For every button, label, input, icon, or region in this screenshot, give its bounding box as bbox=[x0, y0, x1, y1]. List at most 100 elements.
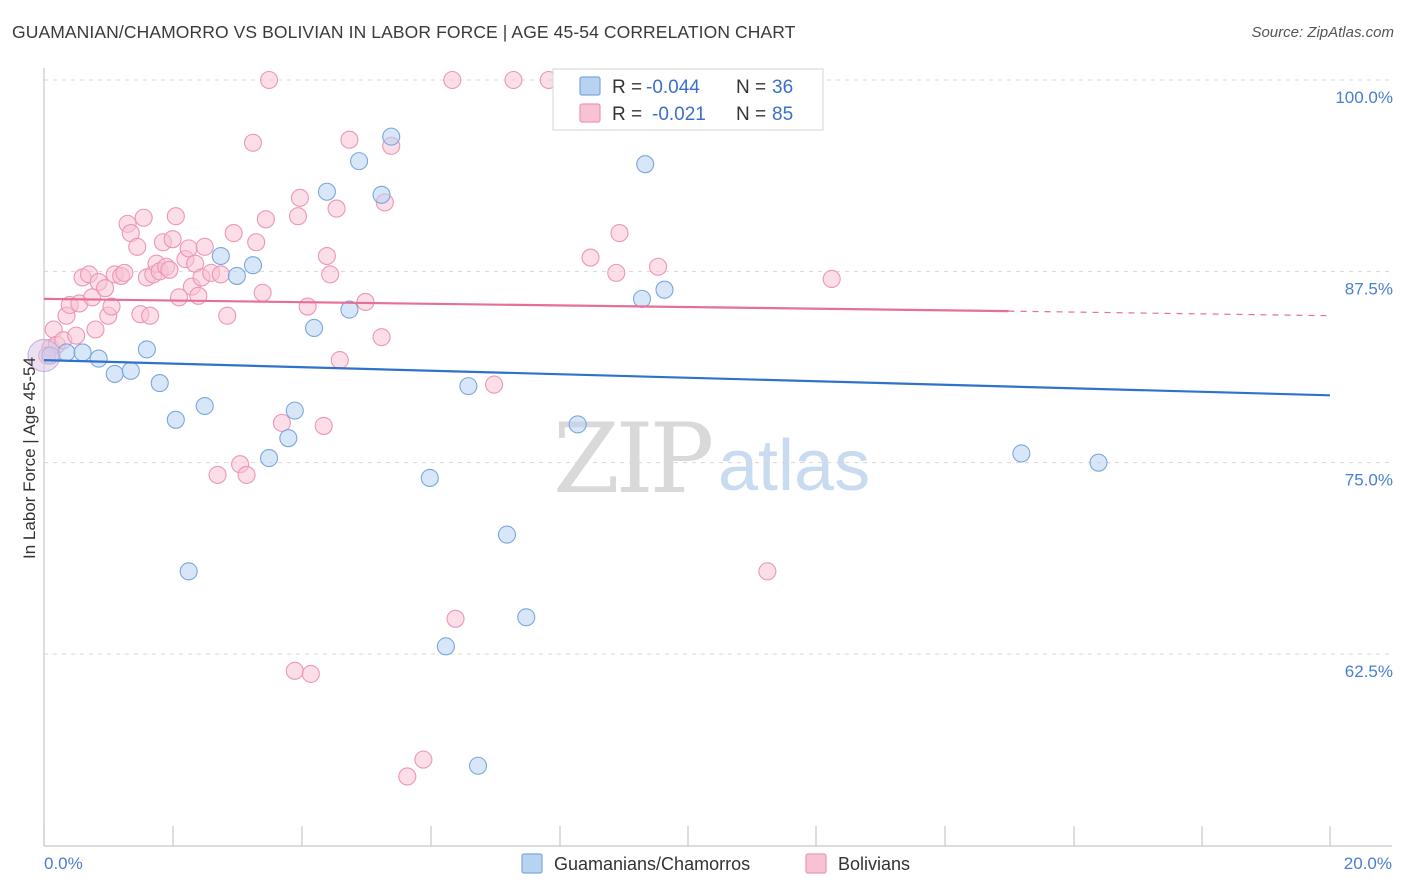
guamanians-point-13 bbox=[243, 256, 263, 275]
bolivians-point-21 bbox=[128, 237, 147, 256]
y-axis-label: In Labor Force | Age 45-54 bbox=[20, 357, 39, 559]
guamanians-points bbox=[27, 70, 1108, 775]
guamanians-point-26 bbox=[468, 756, 488, 775]
guamanians-point-34 bbox=[1012, 444, 1031, 463]
series-legend-swatch-pink bbox=[805, 853, 827, 874]
x-ticks bbox=[43, 826, 1331, 846]
bolivians-point-65 bbox=[340, 130, 359, 149]
bolivians-point-61 bbox=[317, 246, 336, 266]
guamanians-point-30 bbox=[632, 289, 652, 308]
watermark: ZIP atlas bbox=[553, 403, 870, 515]
bolivians-point-78 bbox=[607, 263, 626, 282]
guamanians-point-32 bbox=[655, 280, 674, 299]
bolivians-point-50 bbox=[253, 283, 272, 302]
bolivians-point-72 bbox=[443, 70, 462, 90]
guamanians-point-12 bbox=[227, 266, 246, 285]
legend-r-value-1: -0.044 bbox=[646, 77, 700, 98]
bolivians-point-41 bbox=[195, 237, 214, 256]
bolivians-point-70 bbox=[398, 767, 417, 786]
guamanians-point-31 bbox=[636, 155, 655, 174]
guamanians-point-2 bbox=[73, 343, 92, 362]
bolivians-point-54 bbox=[272, 413, 291, 432]
bolivians-point-18 bbox=[115, 263, 134, 282]
bolivians-point-63 bbox=[327, 199, 346, 218]
bolivians-point-57 bbox=[290, 188, 309, 207]
bolivians-point-6 bbox=[67, 326, 86, 345]
bolivians-point-49 bbox=[247, 233, 266, 252]
bolivians-point-11 bbox=[86, 320, 105, 339]
bolivians-point-82 bbox=[758, 562, 777, 581]
bolivians-point-83 bbox=[822, 269, 841, 289]
stats-legend: R = -0.044 N = 36 R = -0.021 N = 85 bbox=[552, 68, 824, 131]
axes bbox=[43, 68, 1392, 847]
bolivians-point-80 bbox=[649, 257, 668, 276]
series-legend-swatch-blue bbox=[521, 853, 543, 874]
legend-r-value-2: -0.021 bbox=[652, 104, 706, 125]
guamanians-point-21 bbox=[372, 185, 391, 204]
guamanians-point-16 bbox=[285, 401, 304, 420]
bolivians-point-74 bbox=[485, 375, 504, 394]
y-tick-label-1: 87.5% bbox=[1345, 279, 1393, 298]
bolivians-point-58 bbox=[298, 297, 317, 316]
guamanians-point-8 bbox=[166, 410, 185, 429]
guamanians-point-23 bbox=[420, 468, 439, 488]
bolivians-point-79 bbox=[610, 224, 629, 243]
legend-r-label-1: R = bbox=[612, 77, 642, 98]
guamanians-point-29 bbox=[568, 415, 587, 434]
guamanians-point-1 bbox=[57, 343, 76, 362]
gridlines bbox=[44, 79, 1392, 655]
bolivians-point-25 bbox=[141, 306, 160, 325]
bolivians-point-13 bbox=[96, 279, 115, 298]
source-credit: Source: ZipAtlas.com bbox=[1251, 24, 1394, 41]
guamanians-point-19 bbox=[340, 300, 359, 319]
guamanians-point-4 bbox=[105, 364, 124, 383]
legend-r-label-2: R = bbox=[612, 104, 642, 125]
legend-n-label-1: N = bbox=[736, 77, 766, 98]
y-tick-label-0: 100.0% bbox=[1335, 88, 1393, 107]
guamanians-point-15 bbox=[279, 429, 298, 448]
guamanians-point-27 bbox=[497, 525, 517, 544]
bolivians-point-73 bbox=[446, 609, 465, 628]
x-tick-label-min: 0.0% bbox=[44, 854, 83, 873]
guamanians-point-9 bbox=[179, 562, 198, 581]
guamanians-point-28 bbox=[517, 608, 536, 627]
bolivians-point-62 bbox=[321, 265, 340, 284]
bolivians-point-53 bbox=[243, 133, 263, 152]
bolivians-point-52 bbox=[259, 70, 279, 90]
guamanians-point-7 bbox=[150, 374, 169, 393]
trend-lines bbox=[43, 297, 1331, 397]
bolivians-point-56 bbox=[288, 207, 308, 226]
bolivians-point-77 bbox=[581, 248, 600, 267]
guamanians-point-25 bbox=[459, 377, 478, 396]
bolivians-point-15 bbox=[102, 297, 121, 316]
y-tick-label-2: 75.0% bbox=[1345, 471, 1393, 490]
bolivians-point-45 bbox=[218, 306, 237, 325]
bolivians-point-67 bbox=[372, 328, 391, 347]
bolivians-point-10 bbox=[83, 288, 102, 307]
bolivians-point-44 bbox=[211, 265, 230, 284]
bolivians-point-55 bbox=[285, 661, 304, 680]
legend-swatch-blue bbox=[579, 76, 601, 96]
y-tick-label-3: 62.5% bbox=[1345, 662, 1393, 681]
legend-n-value-2: 85 bbox=[772, 104, 793, 125]
bolivians-point-32 bbox=[163, 230, 182, 249]
guamanians-point-18 bbox=[317, 182, 336, 201]
y-tick-labels: 100.0% 87.5% 75.0% 62.5% bbox=[1335, 88, 1393, 681]
chart-title: GUAMANIAN/CHAMORRO VS BOLIVIAN IN LABOR … bbox=[12, 22, 796, 42]
guamanians-point-35 bbox=[1089, 453, 1108, 472]
bolivians-trend-line-extension bbox=[1008, 310, 1331, 317]
bolivians-point-75 bbox=[504, 70, 523, 90]
series-legend-label-guamanians: Guamanians/Chamorros bbox=[554, 854, 750, 874]
x-tick-label-max: 20.0% bbox=[1344, 854, 1392, 873]
bolivians-point-60 bbox=[314, 416, 333, 435]
watermark-atlas: atlas bbox=[718, 426, 870, 506]
bolivians-point-46 bbox=[224, 224, 243, 243]
bolivians-point-51 bbox=[256, 210, 275, 229]
legend-n-label-2: N = bbox=[736, 104, 766, 125]
bolivians-point-71 bbox=[414, 750, 433, 769]
bolivians-point-33 bbox=[166, 207, 185, 226]
bolivians-point-43 bbox=[208, 465, 227, 484]
legend-swatch-pink bbox=[579, 103, 601, 123]
bolivians-trend-line bbox=[43, 297, 1009, 313]
